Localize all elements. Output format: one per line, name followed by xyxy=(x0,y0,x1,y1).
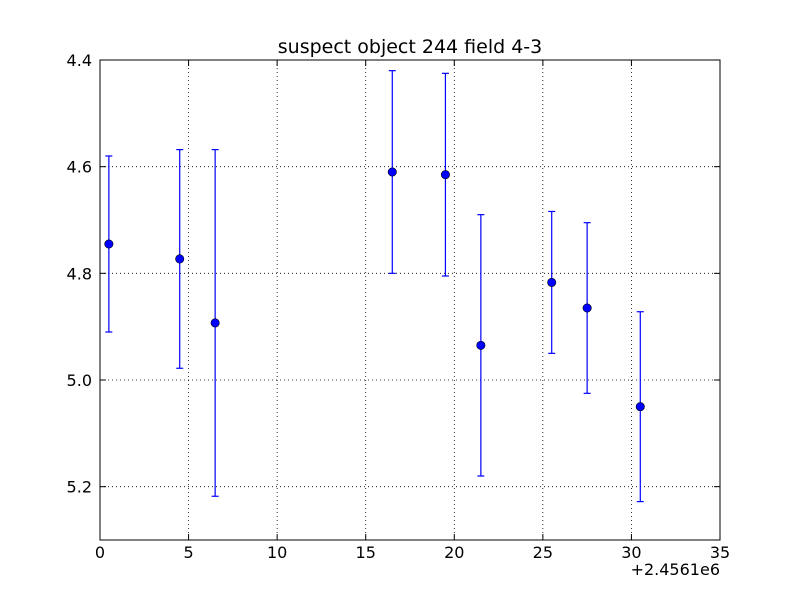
y-tick-label: 5.0 xyxy=(67,371,92,390)
data-point xyxy=(104,239,114,249)
data-point xyxy=(476,340,486,350)
grid-layer xyxy=(100,60,720,540)
x-tick-label: 35 xyxy=(710,543,730,562)
x-tick-label: 0 xyxy=(95,543,105,562)
y-tick-label: 4.8 xyxy=(67,264,92,283)
tick-layer xyxy=(99,59,721,540)
data-point xyxy=(440,170,450,180)
x-tick-label: 20 xyxy=(444,543,464,562)
data-point xyxy=(387,167,397,177)
x-tick-label: 30 xyxy=(621,543,641,562)
x-tick-label: 10 xyxy=(267,543,287,562)
data-point xyxy=(582,303,592,313)
x-tick-label: 25 xyxy=(533,543,553,562)
y-tick-label: 5.2 xyxy=(67,478,92,497)
data-layer xyxy=(104,70,645,503)
x-tick-label: 15 xyxy=(356,543,376,562)
data-point xyxy=(635,402,645,412)
y-tick-label: 4.4 xyxy=(67,51,92,70)
data-point xyxy=(547,277,557,287)
label-layer: 0 5 10 15 20 25 30 35 4.4 4.6 4.8 5.0 5.2 xyxy=(67,51,731,562)
data-point xyxy=(175,254,185,264)
chart-title: suspect object 244 field 4-3 xyxy=(278,36,543,58)
plot-frame xyxy=(99,59,721,541)
x-tick-label: 5 xyxy=(183,543,193,562)
y-tick-label: 4.6 xyxy=(67,158,92,177)
data-point xyxy=(210,318,220,328)
x-offset-label: +2.4561e6 xyxy=(631,560,720,579)
